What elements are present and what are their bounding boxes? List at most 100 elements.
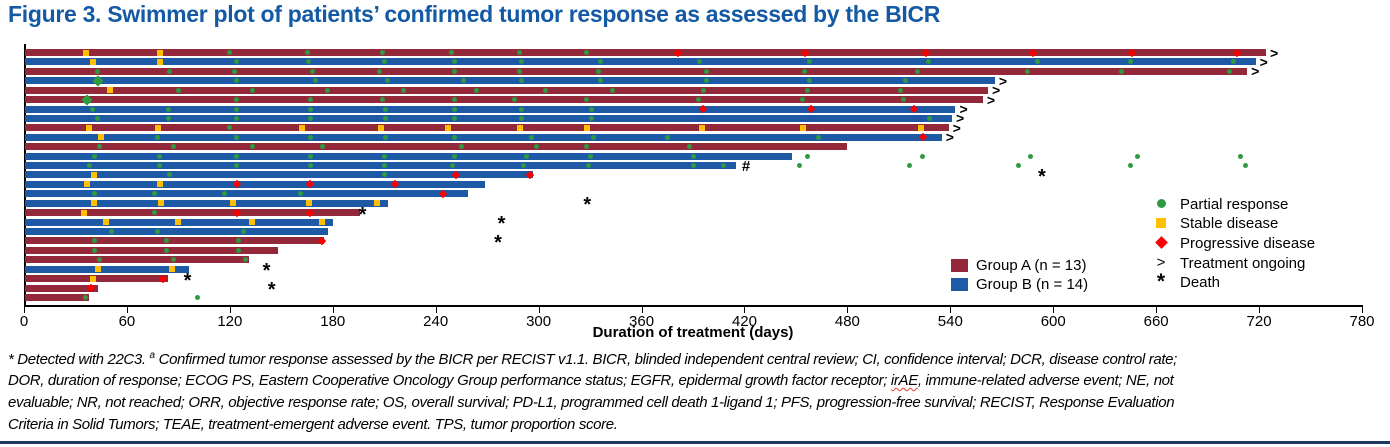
marker-pr — [155, 134, 161, 140]
marker-pr — [157, 153, 162, 159]
marker-pr — [170, 257, 176, 263]
patient-bar — [25, 171, 534, 179]
marker-pr — [91, 247, 97, 253]
patient-bar — [25, 133, 942, 141]
marker-pr — [591, 134, 596, 140]
marker-pr — [802, 68, 807, 74]
marker-pr — [90, 106, 96, 112]
marker-pr — [307, 106, 313, 112]
marker-pr — [151, 210, 157, 216]
death-asterisk: * — [183, 269, 192, 292]
patient-bar — [25, 124, 949, 132]
marker-sd — [374, 200, 381, 207]
marker-pr — [234, 97, 240, 103]
marker-pr — [383, 115, 389, 121]
marker-pr — [234, 163, 240, 169]
marker-pr — [1227, 68, 1233, 74]
marker-pr — [1119, 68, 1125, 74]
marker-sd — [91, 171, 98, 178]
x-axis-line — [24, 305, 1363, 307]
marker-pr — [695, 97, 701, 103]
footnote-l2-pre: DOR, duration of response; ECOG PS, East… — [8, 372, 891, 389]
marker-pr — [697, 59, 703, 65]
patient-bar — [25, 77, 995, 85]
footnote-l2-post: , immune-related adverse event; NE, not — [917, 372, 1174, 389]
marker-pr — [587, 153, 593, 159]
marker-sd — [516, 124, 523, 131]
marker-sd — [89, 58, 96, 65]
x-tick-label: 420 — [731, 313, 757, 330]
x-tick — [229, 306, 231, 313]
marker-pr — [235, 247, 241, 253]
post-treatment-response-dot — [1016, 163, 1022, 169]
marker-pr — [95, 115, 101, 121]
marker-pr — [376, 68, 382, 74]
marker-pr — [517, 68, 523, 74]
marker-pr — [91, 238, 97, 244]
marker-pr — [596, 68, 602, 74]
marker-pr — [381, 163, 387, 169]
x-tick-label: 360 — [629, 313, 655, 330]
marker-sd — [154, 124, 161, 131]
post-treatment-response-dot — [906, 163, 912, 169]
x-tick-label: 600 — [1040, 313, 1066, 330]
marker-pr — [108, 228, 114, 234]
marker-pr — [222, 191, 228, 197]
marker-pr — [512, 97, 518, 103]
marker-pr — [163, 238, 169, 244]
footnote-line-4: Criteria in Solid Tumors; TEAE, treatmen… — [8, 416, 618, 433]
legend-item-star: * Death — [1150, 270, 1220, 293]
marker-pr — [227, 50, 233, 55]
patient-bar — [25, 143, 848, 151]
marker-sd — [698, 124, 705, 131]
marker-pr — [325, 87, 331, 93]
marker-pr — [155, 228, 161, 234]
patient-bar — [25, 265, 189, 273]
marker-sd — [86, 124, 93, 131]
marker-pr — [597, 59, 603, 65]
figure-title: Figure 3. Swimmer plot of patients’ conf… — [8, 1, 941, 27]
marker-sd — [230, 200, 237, 207]
ongoing-arrow: > — [986, 91, 996, 108]
marker-pr — [307, 153, 313, 159]
x-tick-label: 180 — [320, 313, 346, 330]
marker-pr — [235, 238, 241, 244]
death-asterisk: * — [267, 279, 276, 301]
marker-pr — [306, 59, 312, 65]
patient-bar — [25, 199, 388, 207]
patient-bar — [25, 105, 956, 113]
marker-pr — [165, 106, 171, 112]
patient-bar — [25, 49, 1266, 56]
x-tick — [1053, 306, 1055, 313]
marker-pr — [234, 59, 240, 65]
marker-pr — [518, 59, 524, 65]
x-tick-label: 120 — [217, 313, 243, 330]
marker-pr — [380, 50, 385, 55]
x-tick — [1362, 306, 1363, 313]
x-tick-label: 60 — [118, 313, 136, 330]
marker-sd — [94, 266, 101, 273]
post-treatment-response-dot — [1237, 153, 1243, 159]
pr-swatch — [1156, 199, 1166, 208]
marker-pr — [664, 134, 670, 140]
x-tick — [1156, 306, 1158, 313]
legend-item-pr: Partial response — [1150, 196, 1288, 213]
marker-pr — [381, 153, 387, 159]
marker-pr — [915, 68, 921, 74]
death-asterisk-icon: * — [1156, 270, 1166, 293]
marker-sd — [175, 219, 182, 226]
ongoing-arrow-icon: > — [1156, 254, 1166, 271]
marker-pr — [242, 257, 248, 263]
patient-bar — [25, 275, 169, 283]
marker-pr — [1035, 59, 1041, 65]
legend-item-group-b: Group B (n = 14) — [951, 276, 1088, 293]
marker-pr — [383, 106, 389, 112]
footnote-l1-post: Confirmed tumor response assessed by the… — [154, 351, 1178, 368]
patient-bar — [25, 227, 328, 235]
marker-pr — [597, 78, 603, 84]
patient-bar — [25, 190, 469, 198]
patient-bar — [25, 256, 249, 264]
marker-pr — [380, 97, 385, 103]
marker-sd — [249, 219, 256, 226]
marker-sd — [106, 87, 113, 94]
